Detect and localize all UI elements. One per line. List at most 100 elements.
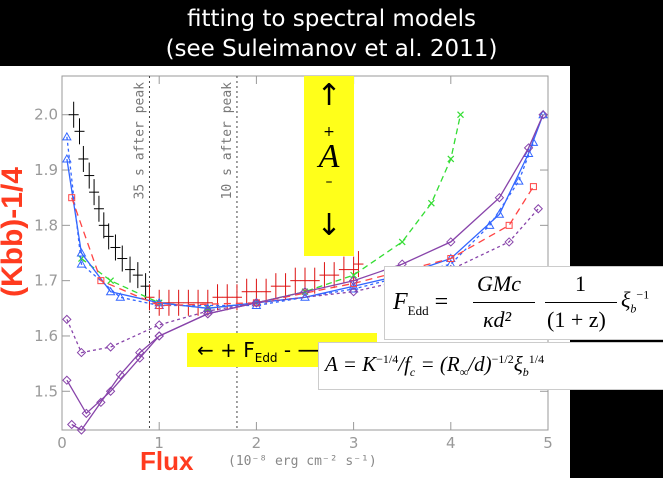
eq1-lhs-f: F <box>393 289 408 315</box>
data-marker <box>538 110 548 120</box>
data-marker <box>62 314 72 325</box>
eq2-sup2: −1/2 <box>491 352 514 366</box>
eq1-lhs-sub: Edd <box>407 302 429 318</box>
eq1-num2: 1 <box>575 271 586 296</box>
data-marker <box>348 275 359 286</box>
x-tick-label: 2 <box>252 434 262 452</box>
eq1-xi: ξb−1 <box>621 287 649 316</box>
a-plus-sign: + <box>323 124 335 140</box>
eq2-xi: ξ <box>513 352 523 376</box>
a-minus-sign: – <box>325 174 333 190</box>
a-parameter-highlight: ↑ + A – ↓ <box>304 76 354 256</box>
data-marker <box>523 143 534 153</box>
data-marker <box>76 259 87 268</box>
eq1-lhs: FEdd = <box>393 289 449 318</box>
eq1-den2: (1 + z) <box>547 307 606 332</box>
eq1-xi-symbol: ξ <box>621 287 631 312</box>
data-marker <box>513 176 524 185</box>
data-marker <box>96 397 106 408</box>
data-marker <box>484 220 495 229</box>
slide-title-line2: (see Suleimanov et al. 2011) <box>165 36 498 62</box>
arrow-down-icon: ↓ <box>316 208 342 243</box>
eq1-xi-sup: −1 <box>636 287 650 302</box>
eq2-mid-sub: c <box>409 365 416 380</box>
data-marker <box>457 111 464 119</box>
data-marker <box>398 238 406 246</box>
data-marker <box>97 277 105 285</box>
peak-label: 35 s after peak <box>132 82 147 200</box>
y-tick-label: 1.8 <box>34 216 58 234</box>
data-marker <box>300 287 310 297</box>
data-marker <box>447 255 455 263</box>
model-curve <box>66 114 544 309</box>
eq2-rest: = (R <box>415 352 460 376</box>
data-marker <box>105 342 116 352</box>
data-marker <box>533 204 543 214</box>
eq1-den: κd² <box>483 307 512 332</box>
data-marker <box>107 277 115 285</box>
slide-title-line1: fitting to spectral models <box>186 6 477 32</box>
data-marker <box>348 287 359 297</box>
data-marker <box>115 292 126 301</box>
model-curve <box>81 114 462 309</box>
data-marker <box>76 347 87 358</box>
x-tick-label: 0 <box>57 434 67 452</box>
y-tick-label: 1.5 <box>34 382 58 400</box>
data-marker <box>62 375 72 385</box>
x-tick-label: 1 <box>154 434 164 452</box>
data-marker <box>154 320 164 330</box>
data-marker <box>115 369 126 380</box>
model-curve <box>66 136 535 307</box>
x-tick-label: 4 <box>446 434 456 452</box>
x-tick-label: 5 <box>543 434 553 452</box>
eq2-xi-sub: b <box>522 365 529 380</box>
y-tick-label: 2.0 <box>34 106 58 124</box>
eq2-text: A = K−1/4/fc = (R∞/d)−1/2ξb1/4 <box>325 352 544 380</box>
eq2-sup1: −1/4 <box>376 352 399 366</box>
data-marker <box>505 221 513 229</box>
data-marker <box>251 298 262 308</box>
data-marker <box>154 331 164 341</box>
model-curve <box>66 208 539 354</box>
a-symbol: A <box>318 138 340 175</box>
data-marker <box>135 347 145 358</box>
x-axis-unit: (10⁻⁸ erg cm⁻² s⁻¹) <box>228 454 377 469</box>
eq2-rsub: ∞ <box>459 365 469 380</box>
eq1-fraction-bar2 <box>545 302 617 303</box>
fedd-label: ← + FEdd - ⟶ <box>197 338 326 365</box>
eq1-xi-sub: b <box>630 301 637 316</box>
data-marker <box>538 109 549 119</box>
data-marker <box>81 408 92 419</box>
y-tick-label: 1.9 <box>34 161 58 179</box>
amplitude-equation: A = K−1/4/fc = (R∞/d)−1/2ξb1/4 <box>318 342 663 390</box>
eq2-mid: /f <box>398 352 410 376</box>
data-marker <box>494 192 505 203</box>
eq2-xi-sup: 1/4 <box>528 352 545 366</box>
model-curve <box>71 186 534 307</box>
data-marker <box>427 199 435 207</box>
data-marker <box>76 425 87 435</box>
arrow-up-icon: ↑ <box>316 78 342 113</box>
data-marker <box>61 131 72 141</box>
x-tick-label: 3 <box>349 434 359 452</box>
data-marker <box>203 309 213 319</box>
data-marker <box>67 419 77 430</box>
data-marker <box>105 386 116 396</box>
y-tick-label: 1.7 <box>34 272 58 290</box>
data-marker <box>447 155 455 163</box>
data-marker <box>350 271 358 279</box>
data-marker <box>504 237 514 247</box>
y-axis-label-text: (Kbb)-1/4 <box>0 167 29 297</box>
data-marker <box>529 183 537 191</box>
data-marker <box>446 237 456 247</box>
eq1-fraction-bar <box>473 302 535 303</box>
fedd-label-main: ← + F <box>197 338 255 362</box>
eq1-num: GMc <box>477 271 521 296</box>
eq2-a: A = K <box>325 352 377 376</box>
model-curve <box>66 302 257 415</box>
data-marker <box>135 353 145 363</box>
eq2-rest2: /d) <box>468 352 492 376</box>
y-axis-label: (Kbb)-1/4 <box>0 167 30 297</box>
